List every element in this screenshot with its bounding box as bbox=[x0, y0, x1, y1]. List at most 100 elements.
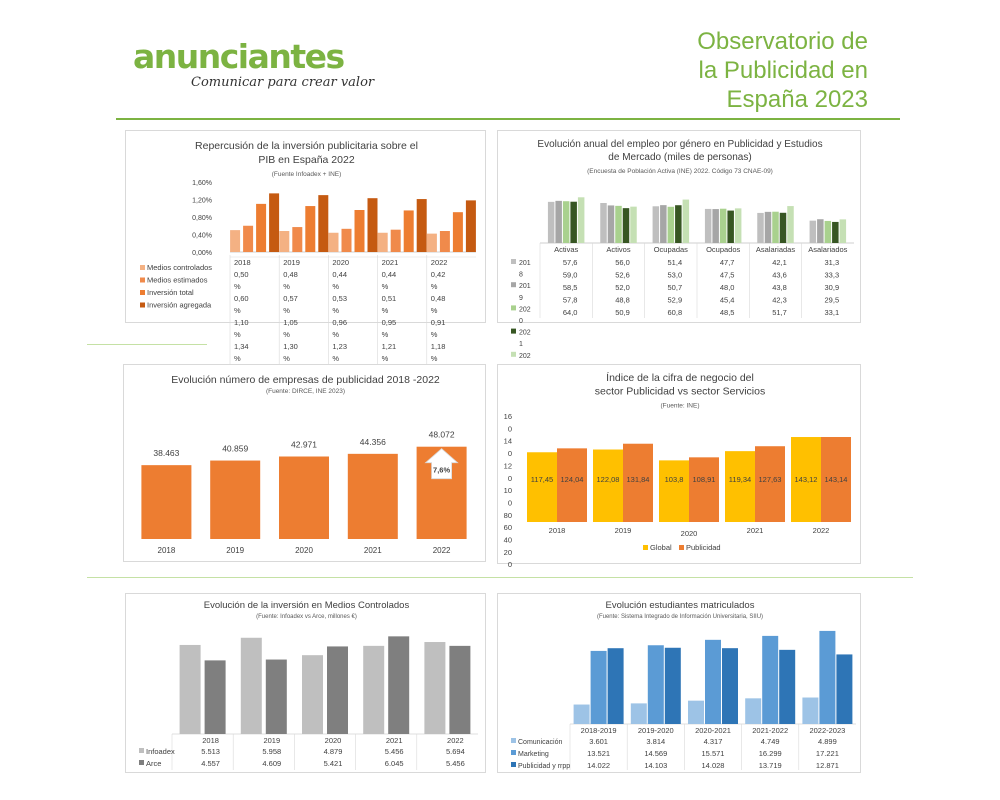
bar-marketing bbox=[590, 650, 607, 724]
chart-subtitle: (Fuente: INE) bbox=[660, 403, 699, 410]
legend-label-fragment: 8 bbox=[519, 272, 523, 279]
table-cell-value: 58,5 bbox=[563, 283, 578, 292]
table-cell-value: 4.749 bbox=[761, 737, 780, 746]
table-cell-value: 33,3 bbox=[825, 271, 840, 280]
table-col-header: 2020-2021 bbox=[695, 726, 731, 735]
table-cell-value: 42,1 bbox=[772, 258, 787, 267]
bar-inversión-agregada bbox=[367, 198, 378, 252]
table-cell-value: 57,8 bbox=[563, 296, 578, 305]
table-cell-unit: % bbox=[283, 306, 290, 315]
legend-label-fragment: 0 bbox=[519, 318, 523, 325]
bar-arce bbox=[449, 645, 471, 734]
bar-comunicación bbox=[573, 704, 590, 724]
table-cell-value: 43,6 bbox=[772, 271, 787, 280]
bar-empresas bbox=[279, 456, 329, 539]
table-cell-value: 0,44 bbox=[382, 270, 397, 279]
bar-year-2018 bbox=[757, 212, 764, 243]
chart-panel-empleo: Evolución anual del empleo por género en… bbox=[497, 130, 861, 371]
table-cell-value: 5.694 bbox=[446, 747, 465, 756]
y-tick-label-fragment: 16 bbox=[504, 412, 512, 421]
table-cell-value: 6.045 bbox=[385, 759, 404, 768]
bar-comunicación bbox=[802, 697, 819, 724]
chart-title: Evolución número de empresas de publicid… bbox=[171, 374, 440, 386]
y-tick-label-fragment: 0 bbox=[508, 424, 512, 433]
logo-wordmark: anunciantes bbox=[133, 37, 345, 76]
chart-panel-estudiantes: Evolución estudiantes matriculados (Fuent… bbox=[497, 593, 861, 773]
table-cell-value: 53,0 bbox=[668, 271, 683, 280]
table-cell-value: 5.513 bbox=[201, 747, 220, 756]
bar-publicidad bbox=[607, 648, 624, 724]
table-cell-value: 56,0 bbox=[615, 258, 630, 267]
bar-empresas bbox=[210, 460, 261, 539]
table-cell-value: 64,0 bbox=[563, 308, 578, 317]
legend-swatch bbox=[139, 748, 144, 753]
category-label: 2020 bbox=[295, 546, 313, 555]
legend-label: Arce bbox=[146, 759, 161, 768]
table-cell-value: 5.958 bbox=[262, 747, 281, 756]
chart-title: sector Publicidad vs sector Servicios bbox=[595, 386, 765, 398]
chart-medios-svg: Evolución de la inversión en Medios Cont… bbox=[139, 600, 478, 770]
data-label: 42.971 bbox=[291, 439, 317, 449]
legend-label: Publicidad bbox=[686, 543, 721, 552]
brand-logo: anunciantes Comunicar para crear valor bbox=[133, 37, 374, 91]
table-cell-unit: % bbox=[234, 306, 241, 315]
table-col-header: 2021 bbox=[382, 258, 399, 267]
y-tick-label-fragment: 0 bbox=[508, 449, 512, 458]
table-cell-unit: % bbox=[431, 306, 438, 315]
bar-year-2021 bbox=[832, 221, 839, 243]
table-cell-unit: % bbox=[382, 282, 389, 291]
legend-swatch bbox=[511, 259, 516, 264]
category-label: 2018 bbox=[549, 526, 566, 535]
table-cell-value: 57,6 bbox=[563, 258, 578, 267]
bar-year-2019 bbox=[817, 219, 824, 243]
page-title-line: Observatorio de bbox=[697, 28, 868, 55]
legend-swatch bbox=[140, 277, 145, 283]
data-label: 108,91 bbox=[693, 475, 716, 484]
table-cell-unit: % bbox=[332, 306, 339, 315]
table-cell-value: 0,96 bbox=[332, 318, 347, 327]
table-cell-value: 0,51 bbox=[382, 294, 397, 303]
chart-title: Evolución anual del empleo por género en… bbox=[537, 139, 822, 150]
bar-publicidad bbox=[779, 649, 796, 724]
bar-year-2022 bbox=[787, 206, 794, 243]
table-col-header: 2018 bbox=[234, 258, 251, 267]
legend-label-fragment: 1 bbox=[519, 341, 523, 348]
bar-medios-controlados bbox=[377, 232, 388, 252]
table-cell-value: 33,1 bbox=[825, 308, 840, 317]
bar-year-2022 bbox=[630, 206, 637, 243]
bar-marketing bbox=[762, 635, 779, 724]
legend-swatch bbox=[511, 762, 516, 767]
bar-infoadex bbox=[302, 655, 323, 734]
data-label: 40.859 bbox=[222, 444, 248, 454]
category-label: 2022 bbox=[813, 526, 830, 535]
table-cell-unit: % bbox=[332, 282, 339, 291]
table-cell-value: 52,0 bbox=[615, 283, 630, 292]
bar-year-2018 bbox=[600, 203, 607, 243]
data-label: 117,45 bbox=[531, 475, 553, 484]
table-cell-value: 51,7 bbox=[772, 308, 787, 317]
legend-label: Medios estimados bbox=[147, 276, 208, 285]
y-tick-label-fragment: 80 bbox=[504, 511, 512, 520]
bar-inversión-total bbox=[403, 210, 414, 252]
bar-year-2020 bbox=[824, 220, 832, 243]
bar-global bbox=[725, 451, 755, 522]
data-label: 119,34 bbox=[729, 475, 751, 484]
data-label: 44.356 bbox=[360, 437, 386, 447]
category-label: 2019 bbox=[615, 526, 632, 535]
table-col-header: 2022 bbox=[431, 258, 448, 267]
table-cell-unit: % bbox=[283, 282, 290, 291]
table-col-header: 2018 bbox=[202, 736, 219, 745]
table-cell-value: 13.521 bbox=[587, 749, 610, 758]
bar-global bbox=[791, 437, 821, 522]
table-cell-unit: % bbox=[283, 330, 290, 339]
section-divider bbox=[87, 577, 913, 578]
table-cell-value: 4.879 bbox=[324, 747, 343, 756]
bar-year-2019 bbox=[764, 211, 772, 243]
bar-year-2021 bbox=[675, 205, 682, 243]
section-divider bbox=[87, 344, 207, 345]
data-label: 38.463 bbox=[153, 448, 179, 458]
table-col-header: 2022 bbox=[447, 736, 464, 745]
y-tick-label-fragment: 14 bbox=[504, 437, 512, 446]
table-cell-unit: % bbox=[382, 330, 389, 339]
legend-label: Inversión agregada bbox=[147, 301, 212, 310]
